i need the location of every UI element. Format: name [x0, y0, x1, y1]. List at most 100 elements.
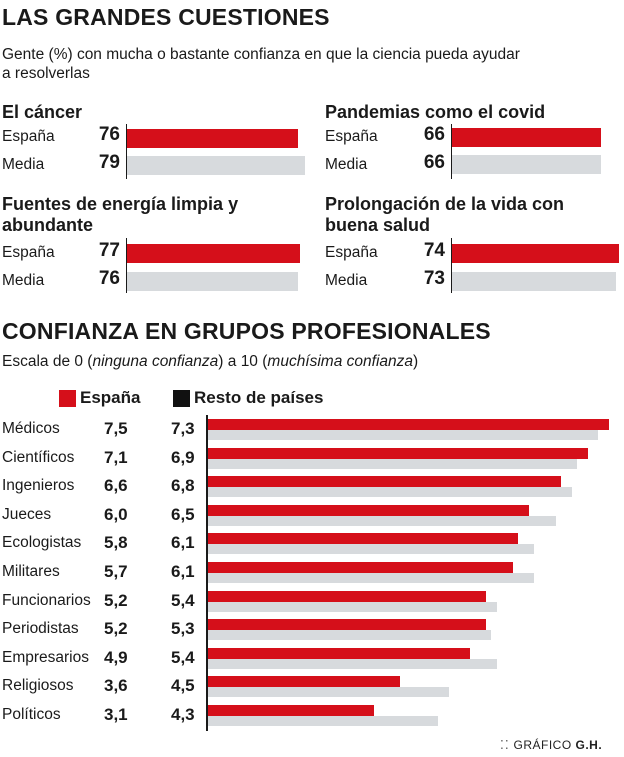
legend-spain-swatch	[59, 390, 76, 407]
bar-avg	[452, 155, 601, 174]
bar-spain	[208, 676, 401, 688]
value-spain: 7,5	[104, 419, 128, 438]
bar-spain	[208, 419, 609, 430]
category-label: Políticos	[2, 706, 61, 723]
section-professions-title: CONFIANZA EN GRUPOS PROFESIONALES	[2, 318, 491, 344]
label-spain: España	[325, 244, 378, 261]
scale-prefix: Escala de 0 (	[2, 353, 93, 370]
value-spain: 7,1	[104, 447, 128, 467]
category-label: Empresarios	[2, 648, 89, 666]
legend-rest-label: Resto de países	[194, 388, 324, 407]
bar-rest	[208, 630, 492, 641]
category-label: Ingenieros	[2, 477, 75, 495]
value-rest: 6,1	[171, 533, 195, 553]
credit-label: GRÁFICO	[513, 738, 572, 752]
value-spain: 77	[98, 240, 120, 261]
bar-spain	[208, 705, 374, 716]
category-label: Ecologistas	[2, 534, 82, 552]
subtitle-line-2: a resolverlas	[2, 65, 90, 82]
value-rest: 5,4	[171, 590, 195, 610]
label-spain: España	[2, 244, 55, 261]
value-avg: 76	[98, 268, 120, 289]
label-avg: Media	[2, 156, 45, 173]
value-spain: 76	[98, 124, 120, 145]
professions-axis	[206, 415, 208, 731]
value-spain: 74	[423, 240, 445, 261]
bar-spain	[452, 244, 619, 263]
panel-longevity: Prolongación de la vida con buena salud …	[323, 192, 623, 298]
value-rest: 5,4	[171, 647, 195, 667]
bar-rest	[208, 687, 449, 698]
panel-pandemics-title: Pandemias como el covid	[325, 102, 546, 122]
panel-axis	[451, 124, 452, 179]
bar-spain	[452, 128, 601, 147]
bar-rest	[208, 544, 535, 555]
panel-axis	[126, 124, 127, 179]
bar-spain	[208, 504, 529, 516]
bar-rest	[208, 573, 535, 583]
label-avg: Media	[325, 156, 368, 173]
value-spain: 6,0	[104, 504, 128, 524]
bar-spain	[127, 129, 298, 148]
bar-spain	[208, 533, 519, 545]
credit: ⁚⁚ GRÁFICO G.H.	[500, 738, 602, 752]
subtitle-line-1: Gente (%) con mucha o bastante confianza…	[2, 46, 520, 63]
panel-longevity-title-2: buena salud	[325, 215, 431, 235]
value-spain: 66	[423, 124, 445, 145]
panel-axis	[451, 238, 452, 293]
panel-cancer-title: El cáncer	[2, 102, 83, 122]
value-avg: 66	[423, 152, 445, 173]
value-rest: 6,1	[171, 562, 195, 581]
value-spain: 5,2	[104, 590, 128, 610]
value-rest: 4,3	[171, 705, 195, 724]
legend-spain-label: España	[80, 388, 141, 407]
value-rest: 7,3	[171, 419, 195, 438]
category-label: Científicos	[2, 448, 75, 466]
bar-rest	[208, 515, 556, 526]
value-avg: 73	[423, 268, 445, 289]
label-avg: Media	[325, 272, 368, 289]
category-label: Militares	[2, 563, 60, 580]
bar-avg	[127, 156, 305, 175]
panel-longevity-title-1: Prolongación de la vida con	[325, 194, 565, 214]
credit-dots-icon: ⁚⁚	[500, 738, 510, 752]
value-rest: 4,5	[171, 676, 195, 696]
value-rest: 6,8	[171, 476, 195, 496]
scale-suffix: )	[413, 353, 419, 370]
bar-spain	[208, 619, 487, 631]
bar-rest	[208, 658, 497, 669]
bar-spain	[208, 590, 487, 602]
category-label: Médicos	[2, 420, 60, 437]
category-label: Funcionarios	[2, 591, 91, 609]
bar-spain	[208, 447, 588, 459]
panel-energy-title-1: Fuentes de energía limpia y	[2, 194, 239, 214]
bar-rest	[208, 601, 497, 612]
professions-chart: Médicos 7,5 7,3 Científicos 7,1 6,9 Ingenieros…	[0, 415, 624, 731]
value-spain: 4,9	[104, 647, 128, 667]
bar-rest	[208, 458, 577, 469]
bar-spain	[127, 244, 301, 263]
panel-axis	[126, 238, 127, 293]
value-spain: 5,2	[104, 619, 128, 639]
value-spain: 6,6	[104, 476, 128, 496]
value-spain: 3,6	[104, 676, 128, 696]
bar-rest	[208, 430, 599, 440]
value-spain: 5,8	[104, 533, 128, 553]
label-avg: Media	[2, 272, 45, 289]
label-spain: España	[2, 128, 55, 145]
value-spain: 5,7	[104, 562, 128, 581]
bar-avg	[127, 272, 298, 291]
panel-energy-title-2: abundante	[2, 215, 94, 235]
category-label: Jueces	[2, 505, 52, 523]
page-title: LAS GRANDES CUESTIONES	[2, 4, 330, 30]
value-spain: 3,1	[104, 705, 128, 724]
credit-author: G.H.	[575, 738, 603, 752]
label-spain: España	[325, 128, 378, 145]
bar-avg	[452, 272, 617, 291]
category-label: Periodistas	[2, 620, 79, 638]
legend-rest-swatch	[173, 390, 190, 407]
bar-spain	[208, 647, 470, 659]
bar-spain	[208, 476, 561, 488]
bar-spain	[208, 562, 513, 573]
panel-cancer: El cáncer España 76 Media 79	[0, 100, 310, 186]
